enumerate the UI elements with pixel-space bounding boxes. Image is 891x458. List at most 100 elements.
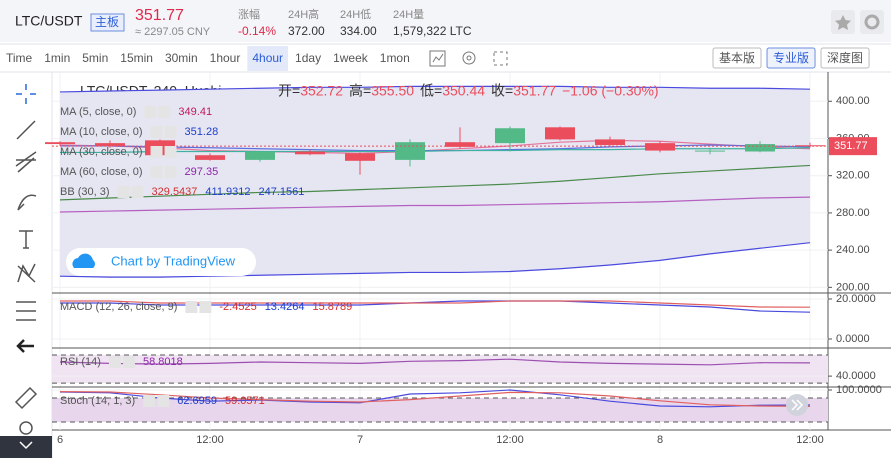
y-tick-label: 240.00 xyxy=(836,244,870,256)
indicator-icon xyxy=(432,53,444,63)
study-value: 62.6959 xyxy=(177,395,217,407)
stat-label: 24H高 xyxy=(288,7,319,21)
study-line xyxy=(59,196,811,213)
study-remove[interactable] xyxy=(122,356,135,368)
interval[interactable]: 1mon xyxy=(380,51,410,65)
back-tool[interactable] xyxy=(16,339,34,353)
study-settings[interactable] xyxy=(150,126,163,138)
y-tick-label: 200.00 xyxy=(836,281,870,293)
band-fill xyxy=(52,398,828,422)
candle-body xyxy=(645,143,675,151)
sidebar-tools xyxy=(14,84,38,435)
study-remove[interactable] xyxy=(164,126,177,138)
study-settings[interactable] xyxy=(144,106,157,118)
study-name: MA (5, close, 0) xyxy=(60,106,136,118)
candle-body xyxy=(95,143,125,146)
study-value: 13.4264 xyxy=(265,301,305,313)
interval[interactable]: Time xyxy=(6,51,33,65)
stat-value: 1,579,322 LTC xyxy=(393,24,472,38)
view-label[interactable]: 基本版 xyxy=(719,51,755,65)
ohlc-label: 低= xyxy=(420,83,442,99)
ohlc-value: 350.44 xyxy=(442,83,485,99)
watermark-cloud xyxy=(72,253,96,268)
study-settings[interactable] xyxy=(108,356,121,368)
view-button[interactable] xyxy=(766,47,816,69)
study-remove[interactable] xyxy=(199,301,212,313)
candle-body xyxy=(745,144,775,152)
fullscreen-icon[interactable] xyxy=(493,51,508,66)
stat-label: 涨幅 xyxy=(238,8,260,21)
study-name: RSI (14) xyxy=(60,356,101,368)
scroll-icon xyxy=(791,399,804,411)
study-remove[interactable] xyxy=(157,395,170,407)
study-line xyxy=(60,300,811,313)
interval[interactable]: 1day xyxy=(295,51,321,65)
study-settings[interactable] xyxy=(143,395,156,407)
last-price-label: 351.77 xyxy=(834,140,868,152)
interval[interactable]: 15min xyxy=(120,51,153,65)
ohlc-value: 351.77 xyxy=(513,83,556,99)
prediction-tool[interactable] xyxy=(16,301,36,321)
interval[interactable]: 1week xyxy=(333,51,369,65)
settings-button[interactable] xyxy=(860,10,884,34)
stat-value: 372.00 xyxy=(288,24,325,38)
study-remove[interactable] xyxy=(131,186,144,198)
study-name: MACD (12, 26, close, 9) xyxy=(60,301,177,313)
study-value: 411.9312 xyxy=(205,186,250,198)
study-line xyxy=(60,147,811,154)
crosshair-tool[interactable] xyxy=(16,84,36,104)
study-settings[interactable] xyxy=(185,301,198,313)
stat-label: 24H量 xyxy=(393,8,424,21)
ohlc-label: 高= xyxy=(349,83,371,99)
study-name: BB (30, 3) xyxy=(60,186,110,198)
candle-body xyxy=(695,150,725,152)
study-remove[interactable] xyxy=(164,146,177,158)
band-fill xyxy=(52,354,828,384)
study-value: 351.28 xyxy=(185,126,219,138)
stat-value: 334.00 xyxy=(340,24,377,38)
study-settings[interactable] xyxy=(150,166,163,178)
interval[interactable]: 1min xyxy=(44,51,70,65)
study-value: -2.4525 xyxy=(219,301,256,313)
study-remove[interactable] xyxy=(164,166,177,178)
pair: LTC/USDT xyxy=(15,13,83,29)
trendline-tool[interactable] xyxy=(16,120,36,140)
view-label[interactable]: 深度图 xyxy=(827,50,863,65)
interval-bg[interactable] xyxy=(247,46,289,71)
candle-body xyxy=(495,128,525,144)
candle-body xyxy=(245,151,275,160)
x-tick-label: 12:00 xyxy=(496,434,524,446)
interval[interactable]: 1hour xyxy=(210,51,241,65)
badge[interactable]: 主板 xyxy=(95,15,119,29)
study-settings[interactable] xyxy=(150,146,163,158)
study-value: 59.0571 xyxy=(225,395,265,407)
ohlc-label: 收= xyxy=(491,83,513,99)
watermark-bg xyxy=(66,248,256,276)
view-button[interactable] xyxy=(712,47,762,69)
view-button[interactable] xyxy=(820,47,870,69)
study-value: 329.5437 xyxy=(152,186,198,198)
candle-body xyxy=(45,142,75,145)
settings-icon[interactable] xyxy=(462,51,476,65)
watermark: Chart by TradingView xyxy=(111,253,236,268)
brush-tool[interactable] xyxy=(17,194,37,211)
study-value: 297.35 xyxy=(185,166,219,178)
study-remove[interactable] xyxy=(158,106,171,118)
interval[interactable]: 4hour xyxy=(252,51,283,65)
interval[interactable]: 30min xyxy=(165,51,198,65)
study-settings[interactable] xyxy=(117,186,130,198)
fib-tool[interactable] xyxy=(15,151,37,173)
study-line xyxy=(59,164,811,201)
study-value: 15.8789 xyxy=(312,301,352,313)
pattern-tool[interactable] xyxy=(17,263,36,283)
gear-icon xyxy=(864,14,880,30)
interval[interactable]: 5min xyxy=(82,51,108,65)
indicator-button[interactable] xyxy=(429,50,446,67)
ruler-tool[interactable] xyxy=(14,386,38,410)
zoom-tool[interactable] xyxy=(19,421,33,435)
cny-price: ≈ 2297.05 CNY xyxy=(135,26,211,38)
text-tool[interactable] xyxy=(19,230,33,249)
study-line xyxy=(59,242,811,278)
view-label[interactable]: 专业版 xyxy=(773,50,809,65)
